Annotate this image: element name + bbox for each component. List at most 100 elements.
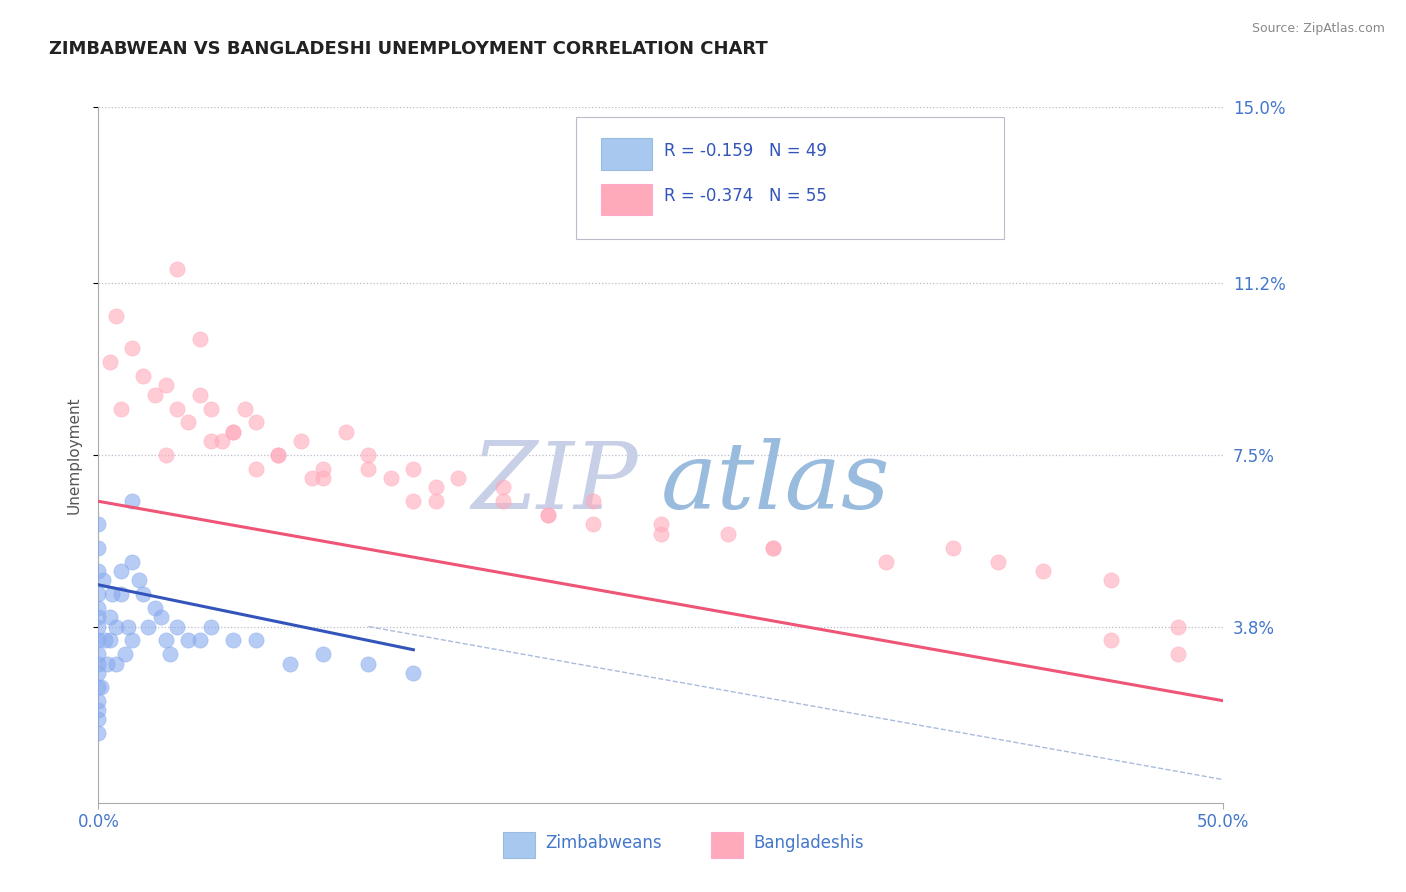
Point	[425, 480, 447, 494]
Point	[1099, 633, 1122, 648]
Point	[301, 471, 323, 485]
Point	[121, 494, 143, 508]
Point	[87, 517, 110, 532]
Point	[1167, 619, 1189, 633]
Text: atlas: atlas	[661, 438, 890, 528]
Text: Bangladeshis: Bangladeshis	[754, 834, 863, 852]
Point	[188, 387, 211, 401]
Text: ZIP: ZIP	[471, 438, 638, 528]
Point	[492, 480, 515, 494]
Point	[91, 573, 114, 587]
Text: Zimbabweans: Zimbabweans	[546, 834, 662, 852]
Point	[87, 680, 110, 694]
Point	[200, 434, 222, 448]
Point	[177, 416, 200, 430]
Point	[105, 657, 128, 671]
Point	[110, 587, 132, 601]
Point	[105, 309, 128, 323]
Point	[245, 633, 267, 648]
Point	[987, 555, 1010, 569]
Point	[447, 471, 470, 485]
FancyBboxPatch shape	[711, 832, 742, 858]
Point	[155, 633, 177, 648]
Point	[121, 341, 143, 355]
Point	[233, 401, 256, 416]
Point	[762, 541, 785, 555]
Point	[492, 494, 515, 508]
Point	[1032, 564, 1054, 578]
Text: Source: ZipAtlas.com: Source: ZipAtlas.com	[1251, 22, 1385, 36]
Point	[132, 369, 155, 384]
Point	[87, 665, 110, 680]
Point	[211, 434, 233, 448]
Point	[245, 462, 267, 476]
Point	[200, 401, 222, 416]
Point	[188, 633, 211, 648]
Point	[312, 471, 335, 485]
Point	[290, 434, 312, 448]
FancyBboxPatch shape	[503, 832, 534, 858]
Point	[87, 694, 110, 708]
Point	[143, 601, 166, 615]
Point	[128, 573, 150, 587]
Point	[942, 541, 965, 555]
Point	[402, 494, 425, 508]
Point	[110, 564, 132, 578]
Point	[166, 401, 188, 416]
Point	[87, 541, 110, 555]
Point	[166, 262, 188, 277]
Point	[117, 619, 139, 633]
Point	[87, 587, 110, 601]
Point	[357, 448, 380, 462]
Point	[875, 555, 897, 569]
Point	[425, 494, 447, 508]
Point	[155, 448, 177, 462]
Point	[402, 462, 425, 476]
Point	[582, 517, 605, 532]
Point	[357, 462, 380, 476]
Point	[177, 633, 200, 648]
Point	[582, 494, 605, 508]
Text: R = -0.374   N = 55: R = -0.374 N = 55	[664, 187, 827, 205]
Point	[312, 462, 335, 476]
Point	[87, 703, 110, 717]
Text: R = -0.159   N = 49: R = -0.159 N = 49	[664, 142, 827, 160]
Point	[222, 425, 245, 439]
Point	[87, 657, 110, 671]
Point	[87, 633, 110, 648]
Point	[278, 657, 301, 671]
Point	[136, 619, 159, 633]
Point	[87, 601, 110, 615]
Point	[312, 648, 335, 662]
Point	[121, 555, 143, 569]
Point	[159, 648, 181, 662]
FancyBboxPatch shape	[576, 118, 1004, 239]
Point	[357, 657, 380, 671]
Point	[200, 619, 222, 633]
Point	[87, 564, 110, 578]
FancyBboxPatch shape	[602, 184, 652, 215]
Point	[762, 541, 785, 555]
Point	[98, 355, 121, 369]
Point	[188, 332, 211, 346]
Point	[87, 610, 110, 624]
Point	[335, 425, 357, 439]
Point	[87, 648, 110, 662]
Point	[267, 448, 290, 462]
Point	[98, 633, 121, 648]
Point	[222, 425, 245, 439]
Point	[132, 587, 155, 601]
Point	[245, 416, 267, 430]
Point	[98, 610, 121, 624]
Point	[537, 508, 560, 523]
Point	[1099, 573, 1122, 587]
Point	[380, 471, 402, 485]
Point	[87, 712, 110, 726]
Point	[94, 633, 117, 648]
Point	[717, 526, 740, 541]
Point	[96, 657, 118, 671]
Point	[537, 508, 560, 523]
Point	[650, 517, 672, 532]
Point	[166, 619, 188, 633]
Point	[105, 619, 128, 633]
